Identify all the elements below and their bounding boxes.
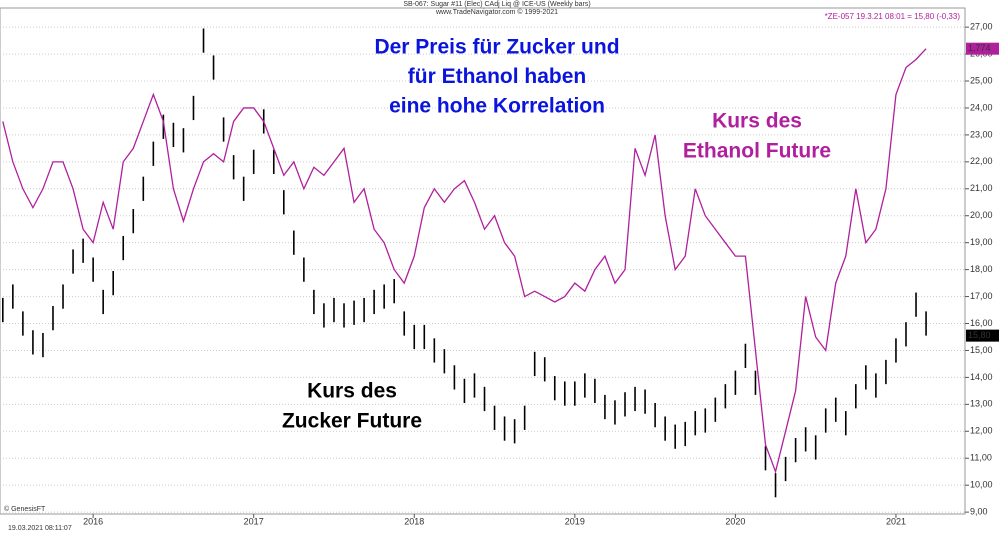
- y-tick-label: 18,00: [970, 264, 993, 274]
- annotation: Kurs des: [712, 110, 802, 133]
- y-tick-label: 22,00: [970, 156, 993, 166]
- source: www.TradeNavigator.com © 1999-2021: [435, 8, 558, 16]
- annotation: Zucker Future: [282, 410, 422, 433]
- timestamp: 19.03.2021 08:11:07: [8, 525, 72, 532]
- y-tick-label: 24,00: [970, 102, 993, 112]
- x-tick-label: 2018: [404, 516, 424, 526]
- x-tick-label: 2021: [886, 516, 906, 526]
- y-tick-label: 20,00: [970, 210, 993, 220]
- annotation: Ethanol Future: [683, 140, 831, 163]
- last-value-label: 1,774: [968, 43, 991, 53]
- plot-area: [0, 7, 966, 515]
- y-tick-label: 15,00: [970, 345, 993, 355]
- y-tick-label: 11,00: [970, 453, 992, 463]
- y-tick-label: 12,00: [970, 426, 993, 436]
- y-tick-label: 23,00: [970, 129, 993, 139]
- x-tick-label: 2020: [725, 516, 745, 526]
- x-tick-label: 2016: [83, 516, 103, 526]
- y-tick-label: 10,00: [970, 480, 993, 490]
- last-value-box: [966, 329, 999, 342]
- y-tick-label: 14,00: [970, 372, 993, 382]
- last-value-label: 15,80: [968, 330, 991, 340]
- x-tick-label: 2019: [565, 516, 585, 526]
- annotation: Kurs des: [307, 380, 397, 403]
- last-value-box: [966, 42, 999, 55]
- annotation: für Ethanol haben: [408, 65, 587, 88]
- quote: *ZE-057 19.3.21 08:01 = 15,80 (-0,33): [825, 12, 961, 21]
- annotation: eine hohe Korrelation: [389, 95, 605, 118]
- y-tick-label: 9,00: [970, 506, 988, 516]
- y-tick-label: 21,00: [970, 183, 993, 193]
- y-tick-label: 25,00: [970, 75, 993, 85]
- y-tick-label: 17,00: [970, 291, 993, 301]
- y-tick-label: 13,00: [970, 399, 993, 409]
- ethanol-line: [2, 48, 927, 474]
- x-tick-label: 2017: [244, 516, 264, 526]
- y-tick-label: 19,00: [970, 237, 993, 247]
- header: SB-067: Sugar #11 (Elec) CAdj Liq @ ICE-…: [403, 1, 590, 8]
- y-tick-label: 16,00: [970, 318, 993, 328]
- annotation: Der Preis für Zucker und: [374, 36, 619, 59]
- y-tick-label: 27,00: [970, 22, 993, 32]
- credit: © GenesisFT: [4, 505, 46, 513]
